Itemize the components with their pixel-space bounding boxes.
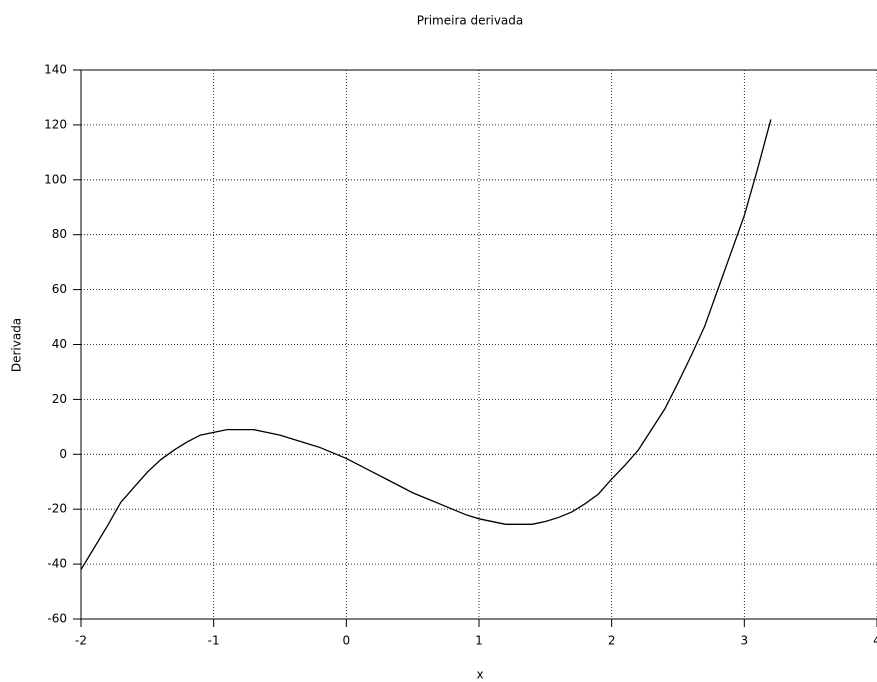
x-tick-label: -1 [208, 634, 220, 648]
y-tick-label: 140 [44, 63, 67, 77]
y-tick-label: 20 [52, 392, 67, 406]
line [80, 119, 772, 570]
y-tick-label: 80 [52, 227, 67, 241]
x-axis-label: x [476, 668, 483, 682]
chart-title: Primeira derivada [417, 14, 524, 28]
x-tick-label: 3 [741, 634, 749, 648]
x-tick-label: 0 [343, 634, 351, 648]
y-axis-label: Derivada [10, 318, 24, 372]
x-tick-label: -2 [75, 634, 87, 648]
y-tick-label: 0 [59, 447, 67, 461]
y-tick-label: -60 [47, 612, 67, 626]
y-tick-label: 60 [52, 282, 67, 296]
y-tick-label: 40 [52, 337, 67, 351]
y-tick-label: 100 [44, 172, 67, 186]
x-tick-label: 1 [475, 634, 483, 648]
y-tick-label: 120 [44, 117, 67, 131]
x-tick-label: 2 [608, 634, 616, 648]
y-tick-label: -20 [47, 502, 67, 516]
x-tick-label: 4 [873, 634, 877, 648]
y-tick-label: -40 [47, 557, 67, 571]
